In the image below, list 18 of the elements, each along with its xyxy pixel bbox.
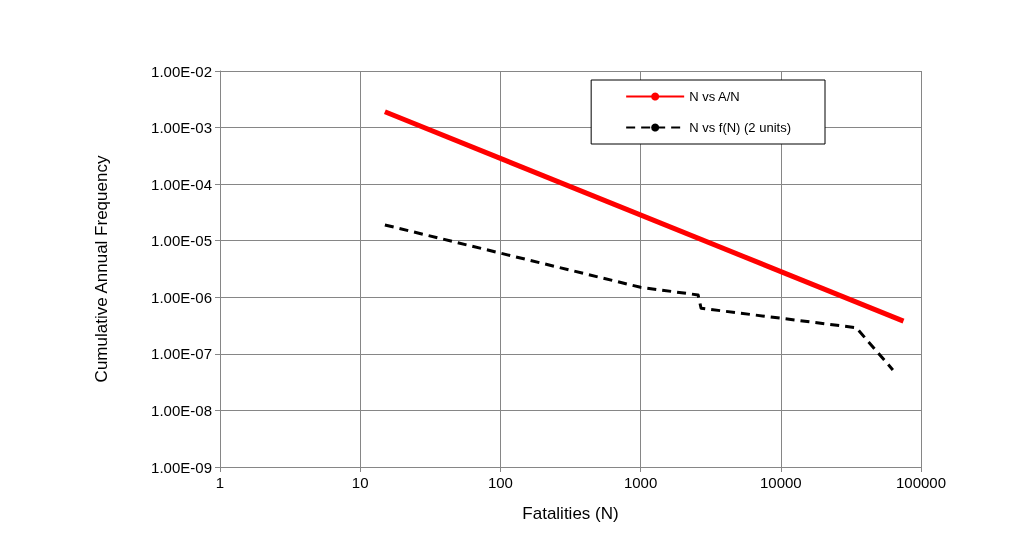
x-tick-label: 10000: [759, 474, 802, 491]
legend-label: N vs A/N: [689, 89, 740, 104]
x-tick-label: 1: [215, 474, 225, 491]
y-tick-label: 1.00E-08: [151, 401, 212, 419]
y-tick-label: 1.00E-02: [151, 62, 212, 80]
y-tick-label: 1.00E-04: [151, 175, 212, 193]
x-axis-title: Fatalities (N): [522, 504, 619, 523]
y-tick-label: 1.00E-09: [151, 458, 212, 476]
x-tick-label: 10: [351, 474, 369, 491]
x-tick-label: 100000: [895, 474, 947, 491]
y-tick-label: 1.00E-05: [151, 232, 212, 250]
legend-label: N vs f(N) (2 units): [689, 120, 791, 135]
y-tick-label: 1.00E-07: [151, 345, 212, 363]
y-tick-label: 1.00E-03: [151, 119, 212, 137]
x-tick-label: 1000: [623, 474, 658, 491]
y-axis-title: Cumulative Annual Frequency: [92, 155, 111, 383]
y-tick-label: 1.00E-06: [151, 288, 212, 306]
x-tick-label: 100: [487, 474, 513, 491]
